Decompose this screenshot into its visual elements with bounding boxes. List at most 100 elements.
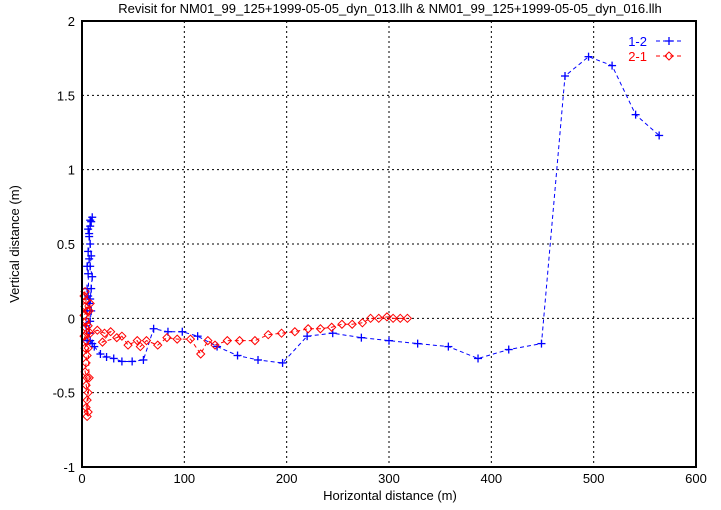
data-point — [413, 339, 422, 348]
data-point — [84, 247, 93, 256]
data-point — [112, 332, 122, 343]
data-point — [276, 328, 287, 338]
data-point — [105, 327, 116, 337]
chart-title: Revisit for NM01_99_125+1999-05-05_dyn_0… — [118, 1, 662, 16]
grid — [82, 21, 696, 467]
data-point — [83, 407, 93, 417]
data-point — [290, 327, 300, 337]
data-point — [326, 322, 337, 332]
x-axis-label: Horizontal distance (m) — [323, 488, 457, 503]
data-point — [250, 335, 260, 346]
data-point — [82, 411, 92, 422]
data-point — [81, 358, 91, 368]
series-layer — [79, 52, 664, 422]
data-point — [141, 335, 152, 346]
data-point — [504, 345, 513, 354]
data-point — [254, 355, 263, 364]
data-point — [195, 349, 206, 359]
data-point — [81, 316, 91, 327]
data-point — [83, 321, 93, 331]
data-point — [203, 335, 213, 346]
data-point — [193, 332, 202, 341]
series-line — [83, 291, 408, 417]
data-point — [584, 52, 593, 61]
data-point — [537, 339, 546, 348]
data-point — [86, 262, 95, 271]
data-point — [83, 343, 93, 353]
data-point — [117, 331, 127, 341]
legend-label: 2-1 — [628, 49, 647, 64]
data-point — [86, 240, 95, 248]
y-tick-label: 0 — [68, 311, 75, 326]
data-point — [365, 313, 376, 324]
data-point — [96, 350, 105, 359]
data-point — [210, 340, 220, 350]
x-tick-label: 200 — [276, 471, 298, 486]
y-tick-label: -1 — [63, 460, 75, 475]
data-point — [102, 352, 111, 361]
data-point — [234, 335, 245, 346]
data-point — [303, 324, 313, 334]
data-point — [135, 341, 146, 352]
data-point — [139, 355, 148, 364]
data-point — [85, 298, 95, 309]
x-tick-label: 600 — [685, 471, 707, 486]
data-point — [315, 324, 326, 334]
data-point — [395, 313, 405, 324]
y-tick-label: -0.5 — [53, 386, 75, 401]
data-point — [81, 295, 91, 306]
data-point — [85, 229, 94, 238]
plot-border — [81, 20, 697, 468]
data-point — [382, 312, 392, 322]
data-point — [84, 306, 94, 316]
data-point — [87, 251, 96, 260]
data-point — [153, 340, 163, 350]
data-point — [655, 131, 664, 140]
data-point — [561, 72, 570, 81]
y-tick-label: 1.5 — [57, 88, 75, 103]
data-point — [185, 334, 196, 344]
tick-labels: 0 100 200 300 400 500 600 -1 -0.5 0 0.5 1 1.5 2 — [53, 14, 707, 486]
legend-marker — [664, 51, 674, 61]
data-point — [86, 216, 95, 225]
data-point — [385, 336, 393, 345]
data-point — [84, 373, 94, 383]
data-point — [81, 380, 91, 390]
data-point — [222, 335, 233, 346]
data-point — [631, 110, 640, 119]
y-tick-label: 2 — [68, 14, 75, 29]
series-2-1 — [79, 286, 413, 422]
data-point — [87, 217, 96, 226]
data-point — [402, 313, 413, 324]
data-point — [132, 335, 142, 346]
data-point — [109, 354, 118, 363]
data-point — [357, 333, 366, 342]
data-point — [388, 313, 398, 324]
data-point — [128, 357, 137, 366]
data-point — [444, 342, 453, 351]
data-point — [178, 327, 187, 336]
data-point — [233, 351, 242, 360]
legend: 1-22-1 — [628, 34, 683, 64]
x-tick-label: 500 — [583, 471, 605, 486]
data-point — [92, 325, 103, 335]
data-point — [357, 318, 368, 328]
legend-marker — [665, 37, 673, 45]
data-point — [278, 358, 287, 367]
y-axis-label: Vertical distance (m) — [7, 185, 22, 303]
data-point — [303, 332, 312, 341]
data-point — [172, 334, 182, 344]
data-point — [149, 324, 158, 333]
data-point — [85, 328, 95, 338]
data-point — [81, 402, 91, 413]
data-point — [97, 337, 108, 347]
data-point — [88, 272, 97, 281]
x-tick-label: 0 — [78, 471, 85, 486]
x-tick-label: 300 — [378, 471, 400, 486]
y-tick-label: 0.5 — [57, 237, 75, 252]
data-point — [474, 354, 483, 363]
data-point — [608, 61, 617, 70]
data-point — [84, 269, 93, 278]
data-point — [337, 319, 347, 329]
